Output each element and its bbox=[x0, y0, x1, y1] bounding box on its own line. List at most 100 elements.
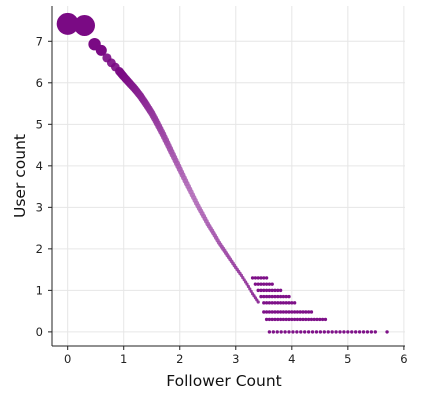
data-point bbox=[273, 317, 277, 322]
data-point bbox=[267, 294, 272, 299]
data-point bbox=[318, 330, 323, 334]
data-point bbox=[369, 330, 374, 334]
data-point bbox=[373, 330, 377, 334]
data-point bbox=[248, 287, 252, 291]
data-point bbox=[278, 301, 283, 305]
data-point bbox=[287, 294, 291, 299]
data-point bbox=[273, 288, 277, 293]
data-point bbox=[361, 330, 366, 334]
data-point bbox=[264, 301, 269, 305]
data-point bbox=[271, 330, 276, 334]
data-point bbox=[264, 288, 269, 293]
data-point bbox=[276, 294, 280, 299]
data-point bbox=[278, 288, 283, 293]
data-point bbox=[281, 301, 286, 305]
data-point bbox=[267, 282, 272, 286]
data-point bbox=[273, 294, 277, 299]
data-point bbox=[326, 330, 330, 334]
y-axis-label: User count bbox=[11, 134, 29, 218]
data-point bbox=[287, 330, 291, 334]
data-point bbox=[259, 276, 263, 280]
data-point bbox=[245, 282, 249, 286]
data-point bbox=[284, 294, 288, 299]
data-point bbox=[264, 276, 269, 280]
data-point bbox=[270, 282, 274, 286]
data-point bbox=[278, 310, 283, 314]
data-point bbox=[264, 282, 269, 286]
data-point bbox=[290, 310, 294, 314]
data-point bbox=[264, 294, 269, 299]
data-point bbox=[385, 330, 389, 334]
data-point bbox=[292, 317, 297, 322]
data-point bbox=[290, 317, 294, 322]
data-point bbox=[298, 317, 302, 322]
data-point bbox=[256, 300, 260, 304]
data-point bbox=[74, 15, 95, 37]
data-point bbox=[291, 330, 295, 334]
data-point bbox=[264, 317, 269, 322]
data-point bbox=[56, 12, 79, 35]
data-point bbox=[292, 310, 297, 314]
x-tick-label: 0 bbox=[64, 352, 71, 366]
x-tick-label: 4 bbox=[288, 352, 295, 366]
data-point bbox=[246, 284, 250, 289]
data-point bbox=[295, 317, 300, 322]
data-point bbox=[284, 317, 288, 322]
x-axis-label: Follower Count bbox=[166, 372, 282, 390]
data-point bbox=[314, 330, 319, 334]
data-point bbox=[353, 330, 358, 334]
data-point bbox=[306, 317, 311, 322]
data-point bbox=[250, 276, 255, 280]
y-tick-label: 1 bbox=[36, 283, 43, 297]
data-point bbox=[323, 317, 328, 322]
data-point bbox=[298, 310, 302, 314]
x-tick-label: 1 bbox=[120, 352, 127, 366]
data-point bbox=[249, 289, 253, 293]
y-tick-label: 0 bbox=[36, 325, 43, 339]
x-tick-label: 5 bbox=[344, 352, 351, 366]
data-point bbox=[281, 310, 286, 314]
data-point bbox=[276, 317, 280, 322]
data-point bbox=[283, 330, 287, 334]
data-point bbox=[276, 301, 280, 305]
data-point bbox=[273, 301, 277, 305]
data-point bbox=[322, 330, 327, 334]
data-point bbox=[303, 330, 307, 334]
data-point bbox=[264, 310, 269, 314]
data-point bbox=[309, 317, 314, 322]
data-point bbox=[267, 310, 272, 314]
data-point bbox=[310, 330, 315, 334]
x-tick-label: 2 bbox=[176, 352, 183, 366]
axes bbox=[51, 6, 405, 347]
data-point bbox=[262, 310, 266, 314]
data-point bbox=[357, 330, 362, 334]
data-point bbox=[281, 294, 286, 299]
data-point bbox=[262, 282, 266, 286]
data-point bbox=[309, 310, 314, 314]
data-point bbox=[256, 276, 260, 280]
data-point bbox=[292, 301, 297, 305]
data-point bbox=[256, 288, 260, 293]
data-point bbox=[281, 317, 286, 322]
data-point bbox=[287, 310, 291, 314]
data-point bbox=[299, 330, 303, 334]
data-point bbox=[259, 288, 263, 293]
data-point bbox=[270, 301, 274, 305]
data-point bbox=[312, 317, 316, 322]
data-point bbox=[278, 294, 283, 299]
data-point bbox=[295, 310, 300, 314]
x-axis-ticks: 0 1 2 3 4 5 6 bbox=[64, 346, 408, 366]
data-point bbox=[342, 330, 346, 334]
data-point bbox=[270, 294, 274, 299]
data-point bbox=[284, 301, 288, 305]
y-tick-label: 7 bbox=[36, 34, 43, 48]
data-point bbox=[350, 330, 354, 334]
data-point bbox=[270, 310, 274, 314]
data-point bbox=[262, 301, 266, 305]
data-point bbox=[346, 330, 350, 334]
data-point bbox=[306, 330, 311, 334]
data-point bbox=[259, 294, 263, 299]
data-point bbox=[259, 282, 263, 286]
data-point bbox=[365, 330, 370, 334]
